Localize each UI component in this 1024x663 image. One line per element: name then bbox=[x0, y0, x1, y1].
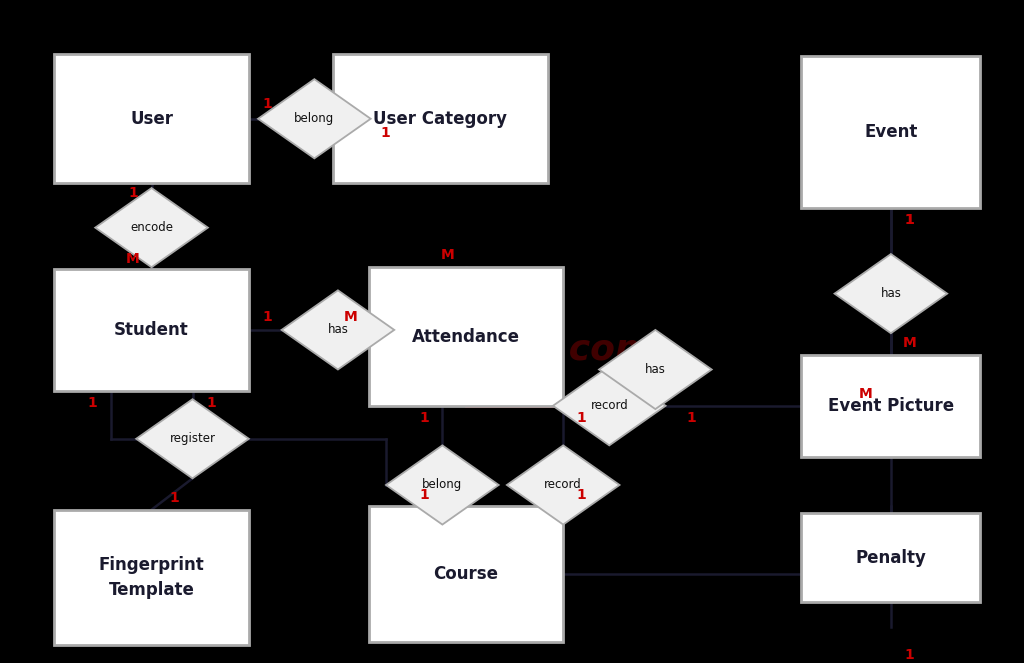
Text: Student: Student bbox=[115, 321, 188, 339]
Text: M: M bbox=[902, 335, 916, 350]
Text: 1: 1 bbox=[904, 213, 914, 227]
Text: has: has bbox=[645, 363, 666, 376]
Text: Course: Course bbox=[433, 565, 499, 583]
Text: iNetTutor.com: iNetTutor.com bbox=[371, 333, 653, 367]
Bar bbox=[369, 507, 563, 642]
Bar bbox=[333, 54, 548, 183]
Text: record: record bbox=[591, 399, 628, 412]
Polygon shape bbox=[258, 79, 371, 158]
Polygon shape bbox=[507, 446, 620, 524]
Text: 1: 1 bbox=[380, 126, 390, 141]
Text: Attendance: Attendance bbox=[412, 328, 520, 345]
Text: M: M bbox=[440, 249, 455, 263]
Text: register: register bbox=[170, 432, 215, 446]
Text: M: M bbox=[126, 252, 140, 266]
Bar bbox=[801, 56, 981, 208]
Text: 1: 1 bbox=[206, 396, 216, 410]
Text: Fingerprint
Template: Fingerprint Template bbox=[98, 556, 205, 599]
Text: Event: Event bbox=[864, 123, 918, 141]
Text: User Category: User Category bbox=[374, 110, 507, 128]
Text: 1: 1 bbox=[904, 213, 914, 227]
Text: 1: 1 bbox=[904, 648, 914, 662]
Text: Penalty: Penalty bbox=[855, 548, 927, 567]
Text: M: M bbox=[343, 310, 357, 324]
Polygon shape bbox=[282, 290, 394, 369]
Polygon shape bbox=[95, 188, 208, 267]
Bar bbox=[54, 510, 249, 645]
Text: 1: 1 bbox=[686, 410, 696, 425]
Text: has: has bbox=[328, 324, 348, 336]
Text: User: User bbox=[130, 110, 173, 128]
Text: 1: 1 bbox=[262, 310, 272, 324]
Text: belong: belong bbox=[294, 112, 335, 125]
Polygon shape bbox=[835, 254, 947, 333]
Text: M: M bbox=[858, 387, 872, 401]
Polygon shape bbox=[386, 446, 499, 524]
Text: encode: encode bbox=[130, 221, 173, 234]
Bar bbox=[801, 513, 981, 602]
Text: 1: 1 bbox=[419, 487, 429, 501]
Text: 1: 1 bbox=[577, 410, 587, 425]
Text: 1: 1 bbox=[128, 186, 138, 200]
Text: 1: 1 bbox=[87, 396, 97, 410]
Polygon shape bbox=[553, 366, 666, 446]
Text: 1: 1 bbox=[169, 491, 179, 505]
Text: record: record bbox=[545, 479, 582, 491]
Text: Event Picture: Event Picture bbox=[827, 396, 954, 415]
Text: belong: belong bbox=[422, 479, 463, 491]
Polygon shape bbox=[599, 330, 712, 409]
Bar bbox=[801, 355, 981, 457]
Bar bbox=[369, 267, 563, 406]
Text: 1: 1 bbox=[419, 410, 429, 425]
Bar bbox=[54, 54, 249, 183]
Bar bbox=[54, 269, 249, 391]
Text: 1: 1 bbox=[262, 97, 272, 111]
Text: 1: 1 bbox=[577, 487, 587, 501]
Polygon shape bbox=[136, 399, 249, 479]
Text: has: has bbox=[881, 287, 901, 300]
